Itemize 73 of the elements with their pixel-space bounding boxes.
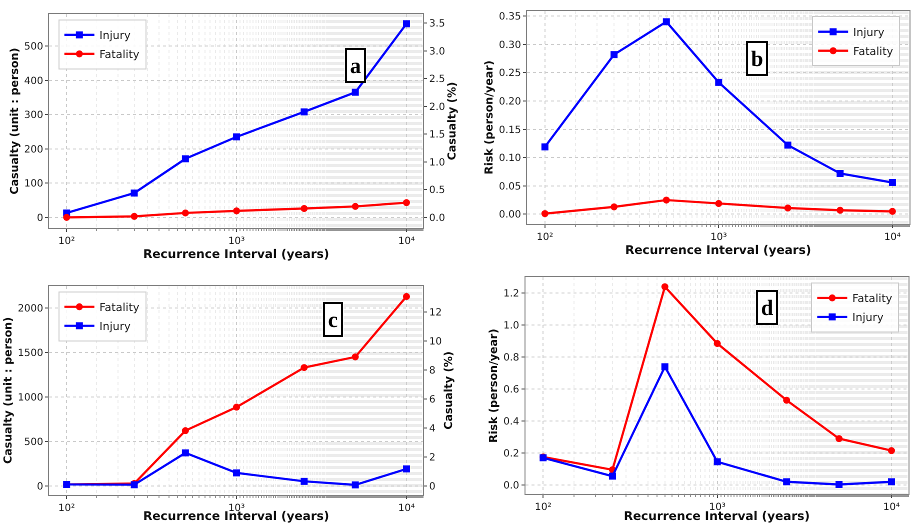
y-tick-label: 0.10 [498,153,522,164]
y-tick-label: 500 [24,42,44,52]
x-axis-title: Recurrence Interval (years) [143,247,330,262]
y-tick-label: 1500 [18,348,44,359]
legend-label: Fatality [99,48,140,62]
y-tick-label: 0.6 [503,384,520,396]
x-axis-title: Recurrence Interval (years) [143,509,330,523]
y-tick-label: 0 [36,212,44,224]
y-tick-label: 0.8 [503,352,520,364]
y-tick-label: 100 [24,178,44,190]
legend-label: Injury [852,311,884,324]
y2-tick-label: 0.5 [429,185,446,196]
x-tick-label: 10² [58,236,76,248]
y-tick-label: 0.30 [498,40,522,51]
x-tick-label: 10³ [228,236,245,248]
y2-tick-label: 2.0 [429,102,446,113]
y-tick-label: 0.15 [498,124,522,136]
y2-tick-label: 1.5 [429,130,446,141]
x-tick-label: 10² [536,232,554,243]
y-axis-title: Casualty (unit : person) [1,317,14,464]
y-tick-label: 500 [24,436,44,448]
y-tick-label: 0 [36,481,44,492]
y-tick-label: 0.35 [498,12,522,23]
y-axis-title: Risk (person/year) [482,60,496,175]
y-tick-label: 400 [24,76,44,87]
y-tick-label: 0.4 [503,416,520,428]
y2-tick-label: 3.0 [429,46,446,58]
y2-tick-label: 0 [429,481,436,492]
x-tick-label: 10⁴ [398,236,415,248]
x-tick-label: 10⁴ [398,502,415,514]
x-tick-label: 10⁴ [883,502,900,514]
y-tick-label: 0.20 [498,96,522,108]
x-tick-label: 10² [534,502,552,514]
y-tick-label: 0.2 [503,448,520,460]
annotation: c [328,307,338,332]
x-tick-label: 10⁴ [884,232,901,243]
y2-tick-label: 6 [429,394,436,406]
legend-label: Fatality [853,45,894,58]
annotation: d [761,295,774,320]
y-tick-label: 1.2 [503,288,520,300]
y-tick-label: 0.05 [498,181,522,192]
legend-label: Injury [99,29,132,42]
y-tick-label: 2000 [18,304,44,315]
y2-tick-label: 12 [429,307,442,318]
y2-tick-label: 1.0 [429,157,446,168]
legend-label: Injury [853,26,885,40]
y2-tick-label: 10 [429,336,442,348]
y-tick-label: 1.0 [503,320,520,332]
legend-label: Fatality [99,301,140,314]
y-axis-title: Casualty (unit : person) [8,48,21,194]
y2-tick-label: 8 [429,365,436,376]
y-tick-label: 1000 [18,392,44,404]
y-tick-label: 200 [24,144,44,156]
x-tick-label: 10² [58,502,76,514]
x-tick-label: 10³ [710,232,728,243]
y2-tick-label: 3.5 [429,18,446,30]
y-tick-label: 300 [24,110,44,122]
y2-tick-label: 4 [429,423,436,434]
annotation: a [350,53,361,78]
legend-label: Fatality [852,292,893,306]
y-tick-label: 0.25 [498,68,522,80]
x-axis-title: Recurrence Interval (years) [625,242,812,257]
y2-tick-label: 2 [429,452,436,464]
x-axis-title: Recurrence Interval (years) [624,509,810,523]
y-tick-label: 0.00 [498,210,522,221]
annotation: b [751,46,764,71]
y-axis-title: Risk (person/year) [487,328,500,443]
y2-axis-title: Casualty (%) [442,351,456,430]
y2-tick-label: 2.5 [429,74,446,86]
legend-label: Injury [99,320,132,334]
y2-axis-title: Casualty (%) [445,82,458,160]
y2-tick-label: 0.0 [429,212,446,224]
y-tick-label: 0.0 [503,480,520,492]
